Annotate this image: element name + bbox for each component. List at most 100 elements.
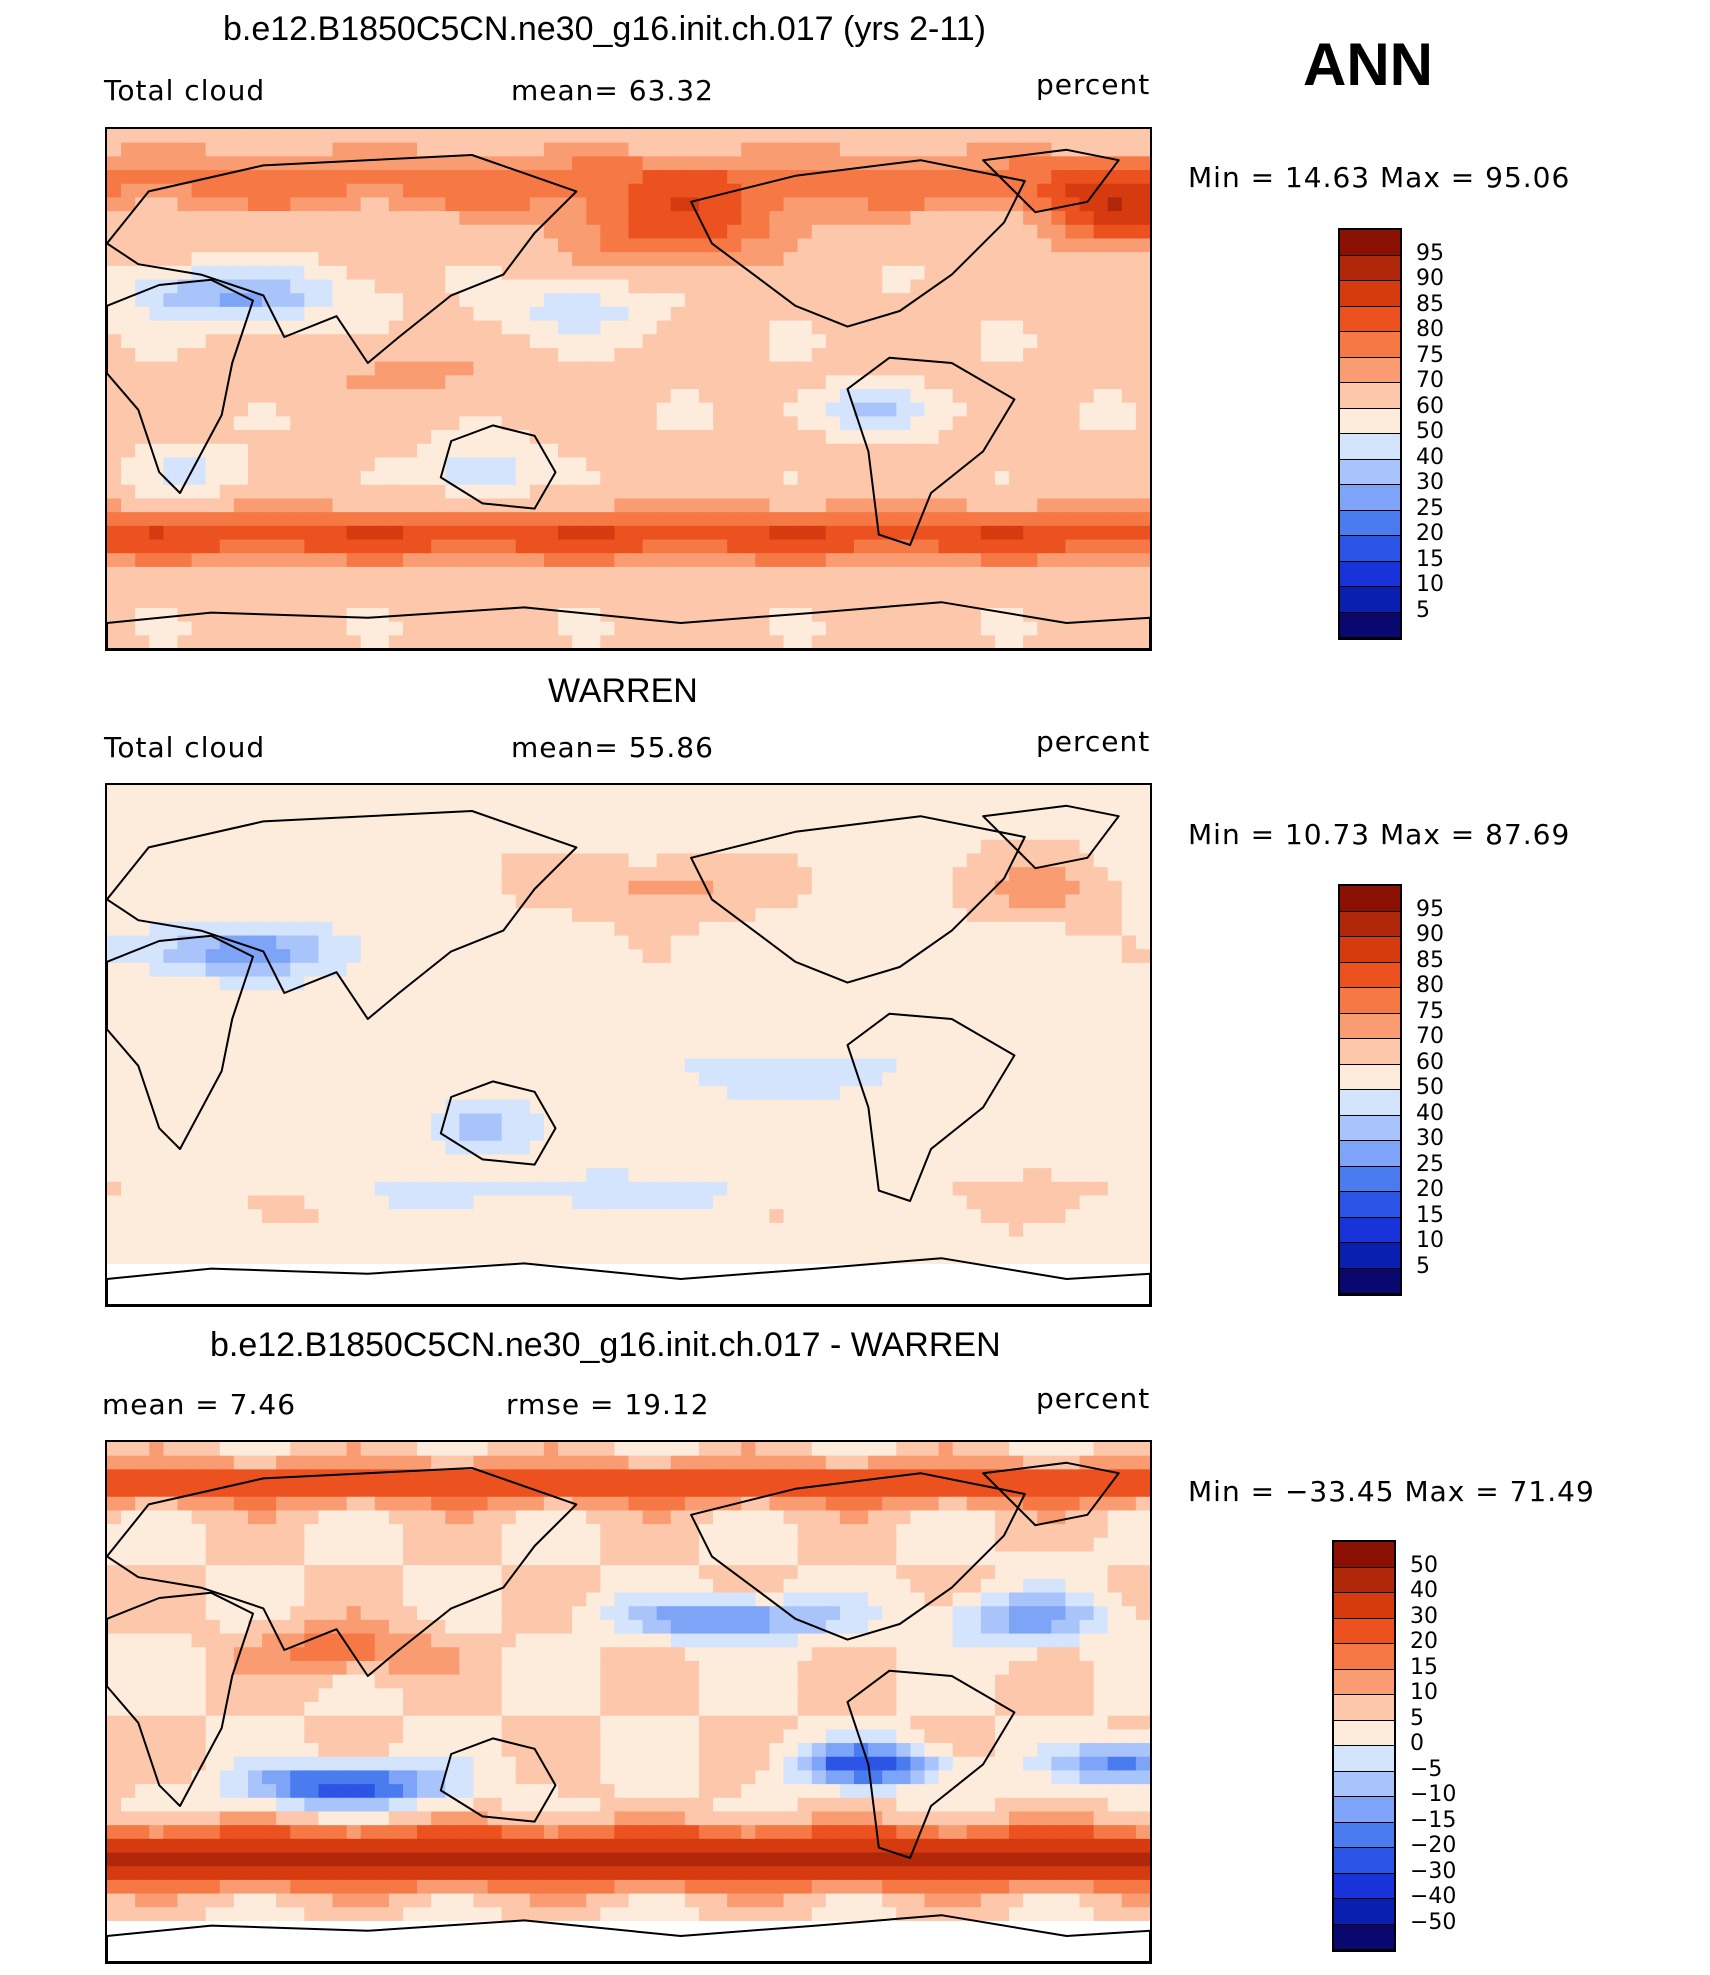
field-cell [1079, 594, 1095, 609]
field-cell [191, 1003, 207, 1019]
field-cell [247, 1154, 263, 1169]
field-cell [1079, 908, 1095, 923]
field-cell [1093, 142, 1109, 157]
field-cell [572, 990, 587, 1005]
field-cell [262, 949, 277, 964]
field-cell [854, 580, 869, 595]
field-cell [1107, 553, 1123, 568]
field-cell [1079, 894, 1095, 909]
field-cell [487, 867, 503, 882]
field-cell [247, 539, 263, 554]
field-cell [558, 347, 573, 363]
field-cell [825, 389, 841, 404]
field-cell [656, 142, 672, 157]
field-cell [515, 566, 531, 582]
field-cell [1107, 183, 1123, 199]
field-cell [854, 867, 869, 882]
field-cell [797, 389, 813, 404]
field-cell [839, 976, 855, 991]
field-cell [811, 293, 827, 308]
field-cell [360, 142, 376, 157]
field-cell [431, 812, 446, 827]
field-cell [149, 170, 164, 185]
field-cell [896, 839, 911, 855]
field-cell [290, 211, 305, 226]
field-cell [656, 129, 672, 144]
field-cell [1009, 129, 1024, 144]
field-cell [1107, 1058, 1123, 1073]
field-cell [1065, 142, 1081, 157]
field-cell [247, 1003, 263, 1019]
field-cell [994, 334, 1010, 349]
field-cell [572, 484, 587, 500]
field-cell [262, 1072, 277, 1087]
field-cell [445, 1058, 460, 1073]
field-cell [543, 1086, 559, 1101]
field-cell [388, 306, 404, 322]
field-cell [952, 265, 968, 281]
field-cell [501, 279, 517, 294]
field-cell [1065, 962, 1081, 978]
field-cell [107, 129, 122, 144]
field-cell [445, 1017, 460, 1032]
field-cell [994, 798, 1010, 813]
field-cell [487, 389, 503, 404]
field-cell [938, 621, 954, 636]
field-cell [558, 525, 573, 541]
field-cell [572, 539, 587, 554]
field-cell [233, 265, 249, 281]
field-cell [107, 142, 122, 157]
field-cell [670, 921, 686, 937]
field-cell [431, 921, 446, 937]
field-cell [276, 785, 291, 800]
field-cell [1079, 1113, 1095, 1128]
field-cell [374, 580, 390, 595]
field-cell [1079, 375, 1095, 390]
field-cell [896, 1099, 911, 1115]
field-cell [1023, 457, 1038, 472]
field-cell [994, 361, 1010, 376]
field-cell [402, 1099, 418, 1115]
field-cell [417, 443, 432, 459]
field-cell [600, 553, 615, 568]
field-cell [684, 921, 700, 937]
field-cell [1023, 867, 1038, 882]
field-cell [1121, 170, 1137, 185]
field-cell [994, 279, 1010, 294]
field-cell [994, 867, 1010, 882]
field-cell [741, 798, 756, 813]
field-cell [149, 1140, 164, 1156]
field-cell [163, 320, 179, 335]
field-cell [1079, 839, 1095, 855]
field-cell [966, 129, 982, 144]
field-cell [332, 812, 348, 827]
field-cell [783, 539, 799, 554]
field-cell [135, 1017, 150, 1032]
field-cell [882, 471, 897, 486]
field-cell [1079, 320, 1095, 335]
field-cell [797, 498, 813, 513]
field-cell [684, 635, 700, 649]
field-cell [642, 129, 658, 144]
field-cell [882, 1168, 897, 1183]
field-cell [868, 812, 883, 827]
field-cell [825, 525, 841, 541]
field-cell [346, 553, 362, 568]
field-cell [839, 1058, 855, 1073]
field-cell [1107, 471, 1123, 486]
field-cell [149, 566, 164, 582]
field-cell [402, 1058, 418, 1073]
field-cell [1135, 1154, 1150, 1169]
field-cell [966, 839, 982, 855]
field-cell [1065, 949, 1081, 964]
field-cell [276, 320, 291, 335]
field-cell [910, 1003, 926, 1019]
field-cell [994, 1140, 1010, 1156]
field-cell [854, 170, 869, 185]
field-cell [332, 867, 348, 882]
field-cell [1023, 430, 1038, 445]
field-cell [656, 1086, 672, 1101]
field-cell [1023, 1003, 1038, 1019]
field-cell [1037, 525, 1052, 541]
field-cell [360, 238, 376, 253]
